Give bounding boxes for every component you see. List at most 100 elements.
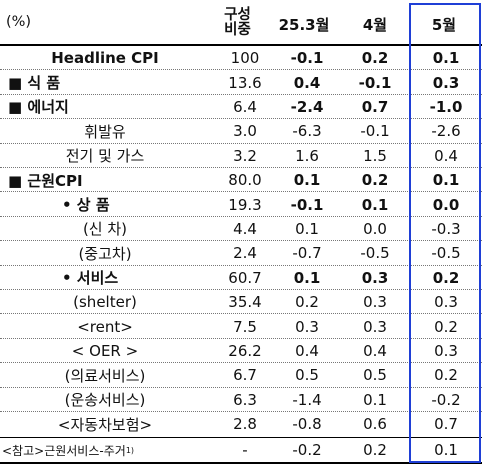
cell-v3: -1.0: [429, 97, 463, 116]
row-divider: [0, 240, 482, 242]
row-label-text: (의료서비스): [64, 366, 146, 385]
cell-weight: 26.2: [228, 341, 262, 360]
cell-v3: 0.1: [432, 171, 460, 190]
table-row: 전기 및 가스 3.2 1.6 1.5 0.4: [0, 144, 482, 168]
cell-weight: 2.4: [233, 244, 257, 263]
cell-v1: 0.1: [293, 268, 321, 287]
unit-label: (%): [6, 14, 32, 30]
row-label: ■ 식 품: [8, 70, 198, 94]
row-label: (shelter): [0, 290, 210, 314]
cell-weight: 35.4: [228, 293, 262, 312]
row-label: ■ 근원CPI: [8, 168, 198, 192]
row-label: (운송서비스): [0, 388, 210, 412]
cell-v3: 0.2: [434, 366, 458, 385]
row-divider: [0, 215, 482, 217]
table-row: <rent> 7.5 0.3 0.3 0.2: [0, 314, 482, 339]
row-label-text: ■ 식 품: [8, 74, 61, 93]
note-row: <참고>근원서비스-주거 1) - -0.2 0.2 0.1: [0, 438, 482, 462]
row-label-text: <자동차보험>: [57, 415, 153, 434]
cell-weight: 60.7: [228, 268, 262, 287]
table-row: <자동차보험> 2.8 -0.8 0.6 0.7: [0, 412, 482, 436]
table-row: ■ 에너지 6.4 -2.4 0.7 -1.0: [0, 95, 482, 120]
weight-header-line1: 구성: [224, 7, 251, 23]
row-divider: [0, 191, 482, 193]
cell-v3: 0.3: [432, 73, 460, 92]
row-label: (의료서비스): [0, 363, 210, 387]
cell-v2: 0.2: [361, 171, 389, 190]
row-label-text: (shelter): [73, 293, 137, 312]
row-label-text: (운송서비스): [64, 391, 146, 410]
cell-weight: 6.3: [233, 390, 257, 409]
table-row: Headline CPI 100 -0.1 0.2 0.1: [0, 46, 482, 71]
cell-weight: 6.7: [233, 366, 257, 385]
cell-v2: -0.1: [360, 122, 390, 141]
row-label-text: ■ 근원CPI: [8, 171, 83, 190]
cell-weight: 2.8: [233, 415, 257, 434]
row-divider: [0, 142, 482, 144]
table-row: (의료서비스) 6.7 0.5 0.5 0.2: [0, 363, 482, 388]
row-divider: [0, 386, 482, 388]
column-header-may: 5월: [431, 15, 457, 34]
weight-header-line2: 비중: [224, 22, 251, 38]
cell-weight: 80.0: [228, 171, 262, 190]
cell-v3: 0.1: [434, 441, 458, 459]
cell-v1: 1.6: [295, 146, 319, 165]
row-label: ■ 에너지: [8, 95, 198, 119]
cell-v3: -0.5: [431, 244, 461, 263]
cell-v2: 0.3: [363, 293, 387, 312]
row-label: 전기 및 가스: [0, 144, 210, 168]
cell-v2: 0.0: [363, 219, 387, 238]
cell-v1: 0.4: [295, 341, 319, 360]
row-label: (신 차): [0, 217, 210, 241]
cell-weight: 13.6: [228, 73, 262, 92]
row-label: (중고차): [0, 241, 210, 265]
row-divider: [0, 313, 482, 315]
row-label: Headline CPI: [0, 46, 210, 70]
cell-weight: 19.3: [228, 195, 262, 214]
row-divider: [0, 264, 482, 266]
cell-v2: 0.1: [361, 195, 389, 214]
cell-v3: 0.3: [434, 293, 458, 312]
cell-v3: 0.3: [434, 341, 458, 360]
cell-v1: -6.3: [292, 122, 322, 141]
cell-v1: -0.2: [292, 441, 322, 459]
cell-v1: -1.4: [292, 390, 322, 409]
table-row: ■ 근원CPI 80.0 0.1 0.2 0.1: [0, 168, 482, 193]
row-divider: [0, 362, 482, 364]
row-label-text: • 상 품: [62, 196, 110, 215]
cell-v3: 0.2: [434, 317, 458, 336]
row-divider: [0, 118, 482, 120]
cell-v1: 0.3: [295, 317, 319, 336]
cell-v1: -0.1: [290, 49, 324, 68]
footnote-marker: 1): [125, 445, 135, 455]
row-label: • 서비스: [62, 266, 202, 290]
cell-v1: 0.1: [295, 219, 319, 238]
may-column-highlight: [409, 3, 481, 463]
table-row: • 서비스 60.7 0.1 0.3 0.2: [0, 266, 482, 290]
row-label-text: (중고차): [78, 244, 132, 263]
note-rule: [0, 437, 482, 438]
row-divider: [0, 69, 482, 71]
table-row: • 상 품 19.3 -0.1 0.1 0.0: [0, 192, 482, 217]
cell-v2: 0.1: [363, 390, 387, 409]
cell-v3: 0.0: [432, 195, 460, 214]
table-row: (shelter) 35.4 0.2 0.3 0.3: [0, 290, 482, 315]
cell-v2: 0.2: [363, 441, 387, 459]
table-row: (중고차) 2.4 -0.7 -0.5 -0.5: [0, 241, 482, 266]
cell-v1: -0.7: [292, 244, 322, 263]
cell-v2: 0.2: [361, 49, 389, 68]
cell-v3: 0.4: [434, 146, 458, 165]
table-row: ■ 식 품 13.6 0.4 -0.1 0.3: [0, 70, 482, 95]
cell-v2: 1.5: [363, 146, 387, 165]
cell-v2: 0.3: [363, 317, 387, 336]
row-label-text: 휘발유: [84, 122, 126, 141]
cell-weight: 4.4: [233, 219, 257, 238]
column-header-april: 4월: [362, 15, 388, 34]
cell-v3: 0.2: [432, 268, 460, 287]
cell-v2: -0.1: [358, 73, 392, 92]
cell-v1: 0.5: [295, 366, 319, 385]
row-label-text: <참고>근원서비스-주거: [2, 443, 126, 458]
row-label-text: < OER >: [71, 341, 139, 360]
table-row: 휘발유 3.0 -6.3 -0.1 -2.6: [0, 119, 482, 144]
row-label: • 상 품: [62, 192, 202, 216]
